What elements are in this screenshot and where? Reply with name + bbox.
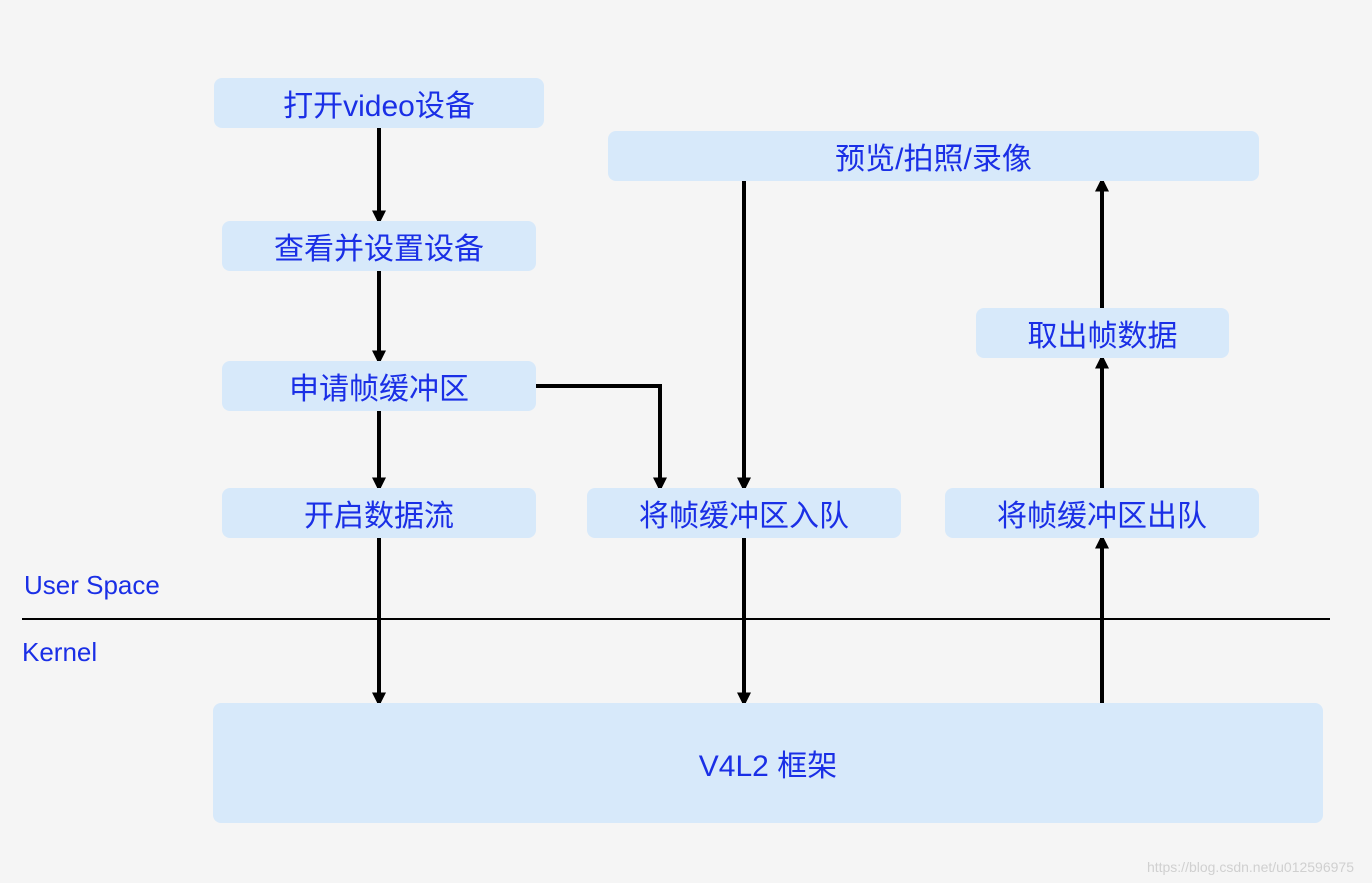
label-kernel: Kernel [22, 637, 97, 668]
node-label: 取出帧数据 [1028, 311, 1178, 355]
watermark-text: https://blog.csdn.net/u012596975 [1147, 859, 1354, 875]
node-alloc-buffer: 申请帧缓冲区 [222, 361, 536, 411]
node-preview: 预览/拍照/录像 [608, 131, 1259, 181]
node-v4l2: V4L2 框架 [213, 703, 1323, 823]
label-user-space: User Space [24, 570, 160, 601]
node-label: V4L2 框架 [699, 741, 837, 785]
node-label: 打开video设备 [283, 81, 475, 125]
node-label: 申请帧缓冲区 [289, 364, 469, 408]
node-enqueue-buffer: 将帧缓冲区入队 [587, 488, 901, 538]
node-label: 开启数据流 [304, 491, 454, 535]
arrow-alloc->enqueue [536, 386, 660, 488]
node-start-stream: 开启数据流 [222, 488, 536, 538]
diagram-canvas: 打开video设备 查看并设置设备 申请帧缓冲区 开启数据流 将帧缓冲区入队 将… [0, 0, 1372, 883]
node-label: 将帧缓冲区出队 [997, 491, 1207, 535]
node-label: 将帧缓冲区入队 [639, 491, 849, 535]
node-get-frame: 取出帧数据 [976, 308, 1229, 358]
node-config-device: 查看并设置设备 [222, 221, 536, 271]
divider-line [22, 618, 1330, 620]
node-label: 预览/拍照/录像 [835, 134, 1032, 178]
node-open-device: 打开video设备 [214, 78, 544, 128]
node-dequeue-buffer: 将帧缓冲区出队 [945, 488, 1259, 538]
node-label: 查看并设置设备 [274, 224, 484, 268]
